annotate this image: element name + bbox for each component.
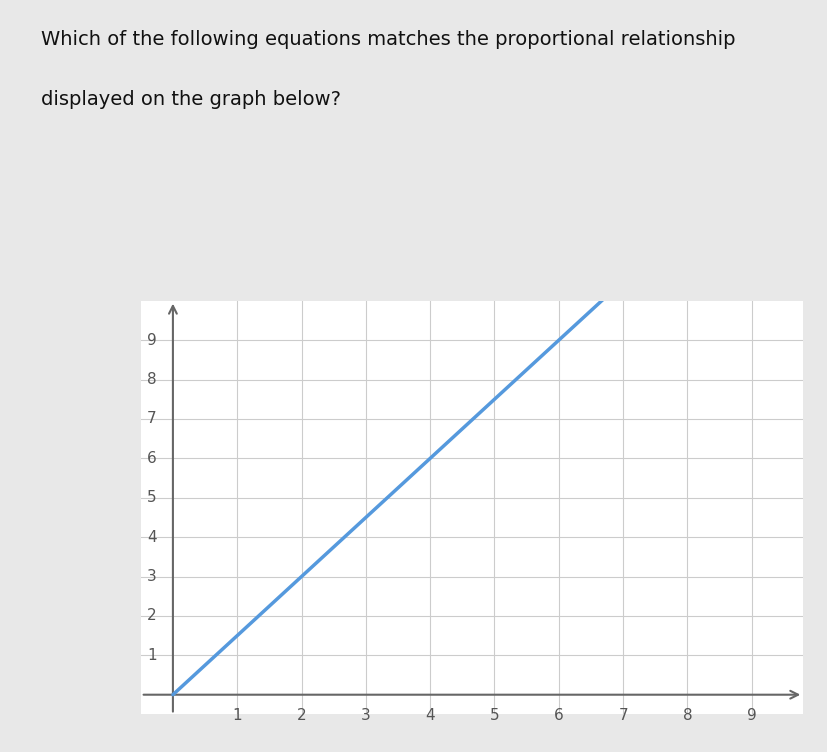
Text: 8: 8 [681, 708, 691, 723]
Text: 7: 7 [618, 708, 627, 723]
Text: 6: 6 [553, 708, 563, 723]
Text: 2: 2 [296, 708, 306, 723]
Text: 7: 7 [147, 411, 156, 426]
Text: 5: 5 [147, 490, 156, 505]
Text: displayed on the graph below?: displayed on the graph below? [41, 90, 341, 109]
Text: 8: 8 [147, 372, 156, 387]
Text: 9: 9 [147, 332, 156, 347]
Text: 1: 1 [232, 708, 241, 723]
Text: 2: 2 [147, 608, 156, 623]
Text: 1: 1 [147, 647, 156, 663]
Text: 5: 5 [489, 708, 499, 723]
Text: 4: 4 [147, 529, 156, 544]
Text: 3: 3 [147, 569, 156, 584]
Text: 4: 4 [425, 708, 434, 723]
Text: 6: 6 [147, 451, 156, 465]
Text: Which of the following equations matches the proportional relationship: Which of the following equations matches… [41, 30, 735, 49]
Text: 9: 9 [746, 708, 756, 723]
Text: 3: 3 [361, 708, 370, 723]
